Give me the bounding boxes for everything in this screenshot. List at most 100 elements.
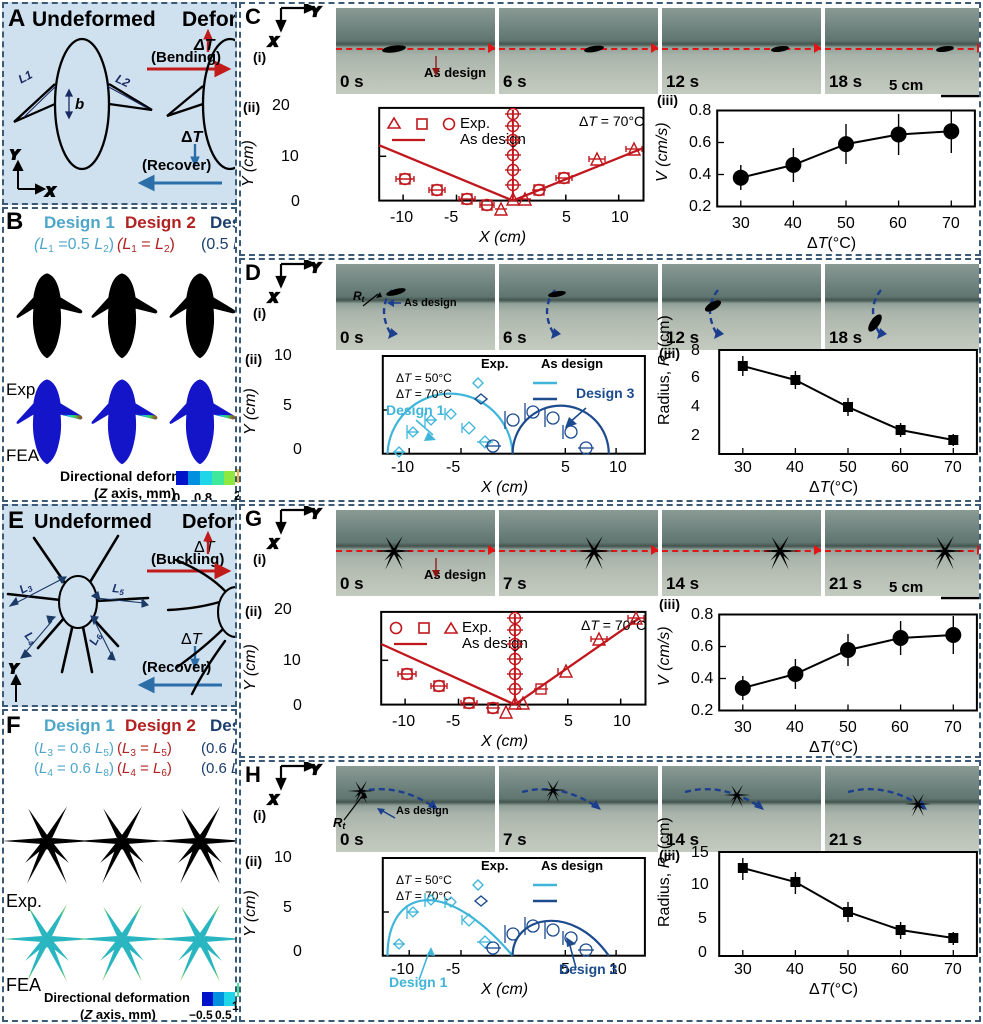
svg-text:X (cm): X (cm) bbox=[480, 733, 528, 750]
svg-text:(L1 = L2): (L1 = L2) bbox=[117, 236, 175, 255]
svg-text:L5: L5 bbox=[112, 581, 126, 597]
svg-text:FEA: FEA bbox=[6, 446, 40, 465]
svg-text:2: 2 bbox=[691, 427, 700, 444]
svg-text:40: 40 bbox=[786, 961, 804, 978]
svg-text:Design 2: Design 2 bbox=[125, 213, 196, 232]
svg-text:20: 20 bbox=[274, 601, 292, 618]
svg-text:Directional deformation: Directional deformation bbox=[44, 990, 190, 1005]
svg-text:60: 60 bbox=[891, 719, 909, 736]
svg-text:0.6: 0.6 bbox=[689, 134, 711, 151]
svg-text:70: 70 bbox=[942, 215, 960, 232]
svg-text:ΔT: ΔT bbox=[181, 129, 204, 146]
svg-text:B: B bbox=[6, 209, 23, 235]
svg-text:FEA: FEA bbox=[6, 975, 41, 995]
svg-text:0: 0 bbox=[173, 490, 180, 502]
svg-text:Exp.: Exp. bbox=[460, 115, 490, 132]
svg-text:(ii): (ii) bbox=[245, 603, 262, 619]
svg-text:0.6: 0.6 bbox=[691, 638, 713, 655]
svg-text:70: 70 bbox=[944, 961, 962, 978]
svg-text:V (cm/s): V (cm/s) bbox=[654, 122, 671, 182]
svg-text:20: 20 bbox=[272, 97, 290, 114]
svg-text:(L3 = 0.6 L5): (L3 = 0.6 L5) bbox=[34, 740, 114, 759]
svg-text:L6: L6 bbox=[86, 630, 105, 648]
svg-text:50: 50 bbox=[839, 459, 857, 476]
svg-text:50: 50 bbox=[839, 719, 857, 736]
svg-text:ΔT(°C): ΔT(°C) bbox=[809, 739, 858, 756]
svg-text:Des: Des bbox=[210, 716, 237, 735]
svg-text:40: 40 bbox=[786, 719, 804, 736]
svg-text:-5: -5 bbox=[446, 713, 460, 730]
svg-text:Y: Y bbox=[10, 147, 20, 162]
svg-text:8: 8 bbox=[691, 342, 700, 359]
svg-text:-10: -10 bbox=[392, 713, 415, 730]
svg-text:(iii): (iii) bbox=[657, 92, 678, 108]
svg-text:ΔT = 70°C: ΔT = 70°C bbox=[581, 617, 646, 633]
svg-text:Undeformed: Undeformed bbox=[34, 511, 152, 533]
svg-text:X (cm): X (cm) bbox=[478, 229, 526, 246]
svg-text:5: 5 bbox=[698, 910, 707, 927]
svg-text:ΔT: ΔT bbox=[181, 631, 203, 648]
svg-text:0.8: 0.8 bbox=[689, 102, 711, 119]
svg-text:A: A bbox=[8, 5, 25, 32]
svg-text:0: 0 bbox=[293, 697, 302, 714]
svg-text:30: 30 bbox=[734, 719, 752, 736]
svg-text:(Z axis, mm): (Z axis, mm) bbox=[94, 485, 176, 501]
svg-text:-5: -5 bbox=[444, 209, 458, 226]
svg-text:(L1 =0.5 L2): (L1 =0.5 L2) bbox=[34, 236, 114, 255]
svg-text:ΔT(°C): ΔT(°C) bbox=[809, 981, 858, 998]
svg-text:Design 1: Design 1 bbox=[44, 213, 115, 232]
svg-text:10: 10 bbox=[281, 148, 299, 165]
svg-text:40: 40 bbox=[784, 215, 802, 232]
svg-text:0.5: 0.5 bbox=[215, 1008, 232, 1022]
svg-text:(L4 = 0.6 L8): (L4 = 0.6 L8) bbox=[34, 760, 114, 779]
svg-text:10: 10 bbox=[691, 876, 709, 893]
svg-text:50: 50 bbox=[839, 961, 857, 978]
svg-text:70: 70 bbox=[944, 719, 962, 736]
svg-text:40: 40 bbox=[786, 459, 804, 476]
svg-text:Defor: Defor bbox=[182, 511, 234, 533]
svg-text:(0.6 L: (0.6 L bbox=[201, 740, 237, 757]
svg-text:Y: Y bbox=[9, 661, 19, 676]
svg-text:Y (cm): Y (cm) bbox=[242, 644, 259, 691]
svg-text:X: X bbox=[45, 184, 56, 199]
svg-text:30: 30 bbox=[732, 215, 750, 232]
svg-text:Des: Des bbox=[210, 213, 237, 232]
svg-text:70: 70 bbox=[944, 459, 962, 476]
svg-text:5: 5 bbox=[562, 209, 571, 226]
svg-text:60: 60 bbox=[891, 961, 909, 978]
svg-text:(0.5 L: (0.5 L bbox=[201, 236, 237, 253]
svg-text:E: E bbox=[8, 507, 24, 534]
svg-text:(L3 = L5): (L3 = L5) bbox=[117, 740, 172, 759]
svg-text:0: 0 bbox=[291, 193, 300, 210]
svg-text:Radius, Rt (cm): Radius, Rt (cm) bbox=[656, 817, 675, 927]
svg-text:10: 10 bbox=[611, 209, 629, 226]
svg-text:ΔT(°C): ΔT(°C) bbox=[807, 235, 856, 252]
svg-text:Exp.: Exp. bbox=[6, 891, 42, 911]
svg-text:Design 2: Design 2 bbox=[125, 716, 196, 735]
svg-text:50: 50 bbox=[837, 215, 855, 232]
svg-text:(iii): (iii) bbox=[659, 596, 680, 612]
svg-text:Design 1: Design 1 bbox=[44, 716, 115, 735]
svg-text:(Recover): (Recover) bbox=[142, 157, 211, 174]
svg-text:(L4 = L6): (L4 = L6) bbox=[117, 760, 172, 779]
svg-text:ΔT = 70°C: ΔT = 70°C bbox=[579, 113, 644, 129]
svg-text:Exp.: Exp. bbox=[462, 619, 492, 636]
svg-text:0.2: 0.2 bbox=[689, 198, 711, 215]
svg-text:Defor: Defor bbox=[182, 8, 237, 31]
svg-text:30: 30 bbox=[734, 961, 752, 978]
svg-text:60: 60 bbox=[889, 215, 907, 232]
svg-text:Undeformed: Undeformed bbox=[32, 8, 156, 31]
svg-text:0: 0 bbox=[698, 944, 707, 961]
svg-text:10: 10 bbox=[613, 713, 631, 730]
svg-text:V (cm/s): V (cm/s) bbox=[656, 626, 673, 686]
svg-text:5: 5 bbox=[564, 713, 573, 730]
svg-text:F: F bbox=[6, 712, 21, 739]
svg-text:Y (cm): Y (cm) bbox=[240, 140, 257, 187]
svg-text:10: 10 bbox=[283, 652, 301, 669]
svg-text:30: 30 bbox=[734, 459, 752, 476]
svg-text:(0.6 L: (0.6 L bbox=[201, 760, 237, 777]
svg-text:0.4: 0.4 bbox=[691, 670, 713, 687]
svg-text:15: 15 bbox=[691, 844, 709, 861]
svg-text:(Z axis, mm): (Z axis, mm) bbox=[80, 1007, 156, 1022]
svg-text:L1: L1 bbox=[16, 67, 35, 86]
